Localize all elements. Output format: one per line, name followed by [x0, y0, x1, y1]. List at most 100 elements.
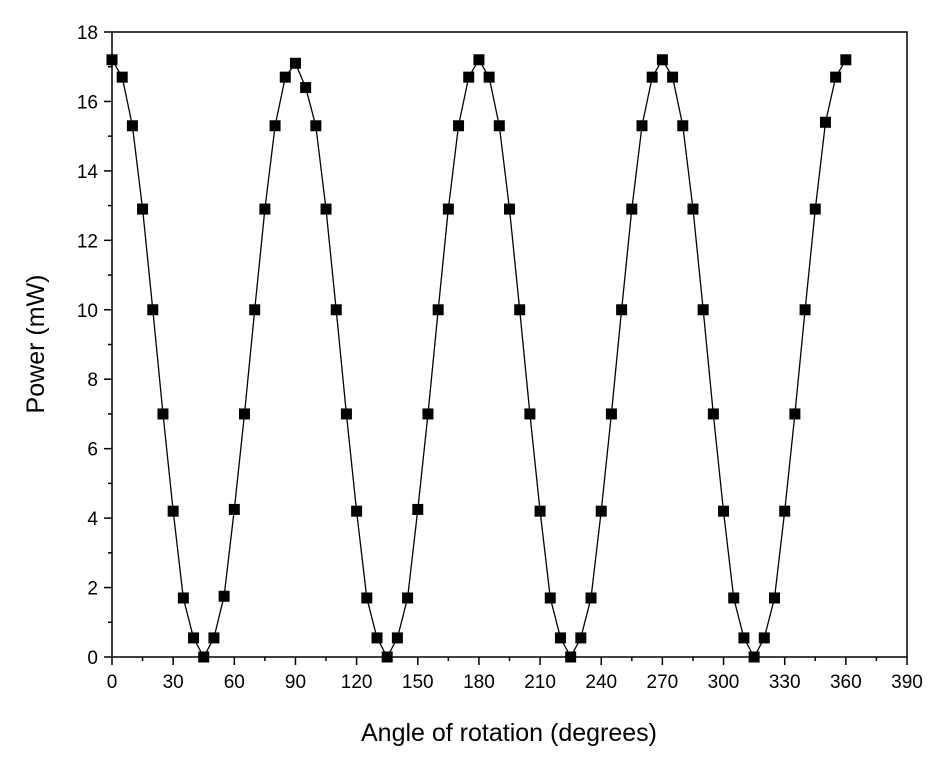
data-point — [575, 632, 587, 644]
data-point — [177, 592, 189, 604]
data-point — [636, 120, 648, 132]
data-point — [320, 203, 332, 215]
y-tick-label: 10 — [77, 301, 98, 322]
x-tick-label: 360 — [830, 672, 862, 693]
x-tick-label: 0 — [107, 672, 118, 693]
data-point — [738, 632, 750, 644]
data-point — [453, 120, 465, 132]
x-tick-label: 180 — [463, 672, 495, 693]
data-point — [819, 116, 831, 128]
data-point — [269, 120, 281, 132]
x-tick-label: 300 — [708, 672, 740, 693]
data-point — [697, 304, 709, 316]
data-point — [769, 592, 780, 604]
data-point — [677, 120, 689, 132]
data-point — [667, 71, 679, 83]
data-point — [514, 304, 526, 316]
data-point — [554, 632, 566, 644]
data-point — [534, 505, 546, 517]
data-point — [208, 632, 220, 644]
x-tick-label: 150 — [402, 672, 434, 693]
data-point — [157, 408, 169, 420]
data-point — [504, 203, 515, 215]
x-tick-label: 90 — [285, 672, 306, 693]
y-axis-ticks: 0 2 4 6 8 10 12 14 16 18 — [77, 23, 112, 669]
plot-frame — [111, 31, 908, 658]
data-point — [351, 505, 363, 517]
data-point — [239, 408, 250, 420]
x-tick-label: 60 — [224, 672, 245, 693]
x-tick-label: 120 — [341, 672, 373, 693]
x-axis-ticks: 0 30 60 90 120 150 180 210 240 270 300 330 360 390 — [107, 657, 923, 693]
y-tick-label: 6 — [87, 440, 98, 461]
data-point — [656, 54, 668, 66]
x-tick-label: 390 — [891, 672, 923, 693]
data-point — [646, 71, 658, 83]
data-point — [432, 304, 444, 316]
data-point — [616, 304, 628, 316]
y-tick-label: 2 — [87, 579, 98, 600]
data-point — [330, 304, 342, 316]
y-tick-label: 14 — [77, 162, 99, 183]
data-point — [279, 71, 291, 83]
data-point — [779, 505, 791, 517]
y-axis-title: Power (mW) — [22, 275, 50, 414]
data-point — [137, 203, 149, 215]
data-point — [524, 408, 536, 420]
data-point — [493, 120, 505, 132]
data-point — [585, 592, 597, 604]
data-point — [188, 632, 200, 644]
y-tick-label: 4 — [87, 509, 98, 530]
data-lines — [111, 58, 847, 659]
data-point — [259, 203, 271, 215]
y-tick-label: 8 — [87, 370, 98, 391]
data-point — [728, 592, 740, 604]
data-point — [228, 503, 240, 515]
y-tick-label: 16 — [77, 92, 98, 113]
x-tick-label: 30 — [163, 672, 184, 693]
data-point — [463, 71, 475, 83]
data-point — [789, 408, 801, 420]
data-point — [126, 120, 138, 132]
data-point — [626, 203, 638, 215]
data-point — [361, 592, 373, 604]
data-point — [840, 54, 852, 66]
data-point — [412, 503, 424, 515]
data-point — [809, 203, 821, 215]
data-point — [371, 632, 383, 644]
data-point — [687, 203, 699, 215]
y-tick-label: 18 — [77, 23, 98, 44]
data-point — [799, 304, 811, 316]
data-point — [718, 505, 730, 517]
axes — [111, 31, 908, 658]
data-point — [249, 304, 261, 316]
data-point — [595, 505, 607, 517]
series-line — [111, 58, 847, 659]
x-axis-title: Angle of rotation (degrees) — [361, 719, 657, 747]
x-tick-label: 330 — [769, 672, 801, 693]
x-tick-label: 270 — [647, 672, 679, 693]
data-point — [473, 54, 485, 66]
data-point — [300, 82, 312, 94]
data-point — [218, 590, 230, 602]
y-tick-label: 0 — [87, 648, 98, 669]
data-point — [116, 71, 128, 83]
data-point — [147, 304, 159, 316]
data-point — [483, 71, 495, 83]
data-point — [340, 408, 352, 420]
y-tick-label: 12 — [77, 231, 98, 252]
data-point — [758, 632, 770, 644]
x-tick-label: 240 — [585, 672, 617, 693]
data-point — [605, 408, 617, 420]
data-point — [830, 71, 842, 83]
data-point — [167, 505, 179, 517]
data-markers — [106, 54, 852, 663]
data-point — [707, 408, 719, 420]
data-point — [442, 203, 454, 215]
x-tick-label: 210 — [524, 672, 556, 693]
data-point — [402, 592, 414, 604]
data-point — [422, 408, 434, 420]
data-point — [310, 120, 322, 132]
